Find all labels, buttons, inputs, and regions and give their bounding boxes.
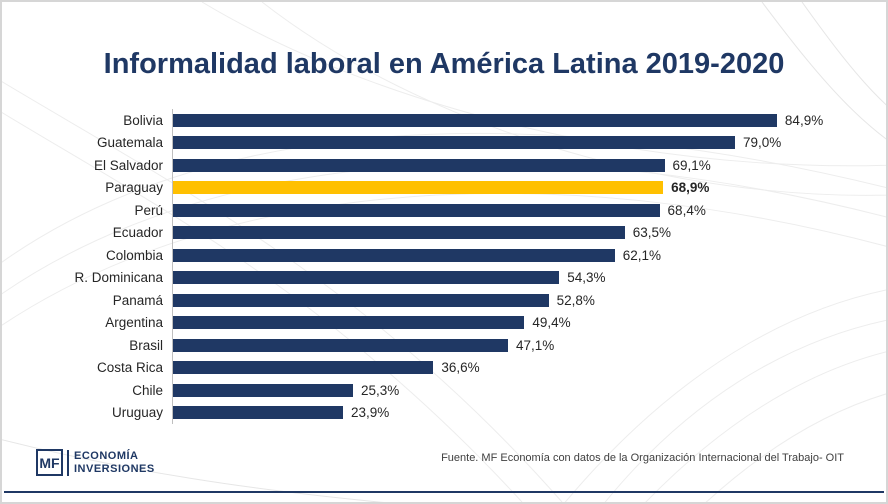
bar-track: 63,5% [172, 221, 863, 244]
bar [173, 361, 434, 375]
bar [173, 406, 343, 420]
logo-line2: INVERSIONES [74, 462, 155, 475]
bar [173, 271, 560, 285]
chart-row: Chile 25,3% [2, 379, 886, 402]
value-label: 52,8% [556, 292, 595, 308]
bar-track: 52,8% [172, 289, 863, 312]
bar [173, 383, 353, 397]
chart-row: Uruguay 23,9% [2, 401, 886, 424]
bottom-rule [4, 491, 884, 493]
chart-row: Brasil 47,1% [2, 334, 886, 357]
bar-track: 84,9% [172, 109, 863, 132]
logo-divider [67, 449, 69, 476]
bar [173, 316, 525, 330]
value-label: 23,9% [351, 405, 390, 421]
category-label: Argentina [105, 315, 163, 331]
category-label: R. Dominicana [74, 270, 163, 286]
chart-title: Informalidad laboral en América Latina 2… [103, 48, 785, 80]
value-label: 69,1% [672, 157, 711, 173]
value-label: 68,9% [671, 180, 710, 196]
chart-row: Perú 68,4% [2, 199, 886, 222]
chart-row: Costa Rica 36,6% [2, 356, 886, 379]
bar-track: 36,6% [172, 356, 863, 379]
footer: MF ECONOMÍA INVERSIONES Fuente. MF Econo… [2, 446, 886, 490]
chart-row: Ecuador 63,5% [2, 221, 886, 244]
bar [173, 226, 625, 240]
chart-row: Guatemala 79,0% [2, 131, 886, 154]
bar [173, 158, 665, 172]
chart-row: R. Dominicana 54,3% [2, 266, 886, 289]
value-label: 49,4% [532, 315, 571, 331]
chart-row: Argentina 49,4% [2, 311, 886, 334]
bar-track: 25,3% [172, 379, 863, 402]
category-label: Colombia [105, 247, 163, 263]
bar-chart: Bolivia 84,9% Guatemala 79,0% El Salvador 69,… [2, 109, 886, 424]
category-label: Costa Rica [96, 360, 163, 376]
bar-track: 68,4% [172, 199, 863, 222]
mf-economia-logo: MF ECONOMÍA INVERSIONES [36, 449, 155, 476]
category-label: Chile [132, 382, 163, 398]
bar-track: 47,1% [172, 334, 863, 357]
category-label: Uruguay [111, 405, 163, 421]
chart-row: Panamá 52,8% [2, 289, 886, 312]
bar-track: 69,1% [172, 154, 863, 177]
value-label: 84,9% [784, 112, 824, 128]
value-label: 47,1% [516, 337, 555, 353]
value-label: 79,0% [742, 135, 782, 151]
value-label: 36,6% [441, 360, 480, 376]
logo-line1: ECONOMÍA [74, 449, 139, 462]
source-note: Fuente. MF Economía con datos de la Orga… [441, 452, 844, 464]
bar-track: 68,9% [172, 176, 863, 199]
bar-track: 49,4% [172, 311, 863, 334]
bar [173, 338, 509, 352]
value-label: 68,4% [667, 202, 706, 218]
value-label: 62,1% [622, 247, 662, 263]
bar-track: 23,9% [172, 401, 863, 424]
logo-monogram: MF [36, 449, 63, 476]
category-label: Ecuador [112, 225, 163, 241]
category-label: Panamá [112, 292, 163, 308]
bar [173, 113, 777, 127]
bar [173, 203, 660, 217]
bar [173, 181, 664, 195]
value-label: 63,5% [632, 225, 671, 241]
category-label: El Salvador [93, 157, 163, 173]
bar [173, 293, 549, 307]
bar-track: 79,0% [172, 131, 863, 154]
category-label: Paraguay [105, 180, 163, 196]
chart-row: Paraguay 68,9% [2, 176, 886, 199]
bar [173, 248, 615, 262]
bar [173, 136, 735, 150]
bar-track: 62,1% [172, 244, 863, 267]
category-label: Perú [134, 202, 163, 218]
category-label: Guatemala [96, 135, 163, 151]
chart-row: El Salvador 69,1% [2, 154, 886, 177]
value-label: 25,3% [360, 382, 400, 398]
chart-row: Bolivia 84,9% [2, 109, 886, 132]
category-label: Bolivia [123, 112, 163, 128]
value-label: 54,3% [567, 270, 606, 286]
chart-row: Colombia 62,1% [2, 244, 886, 267]
bar-track: 54,3% [172, 266, 863, 289]
category-label: Brasil [129, 337, 163, 353]
